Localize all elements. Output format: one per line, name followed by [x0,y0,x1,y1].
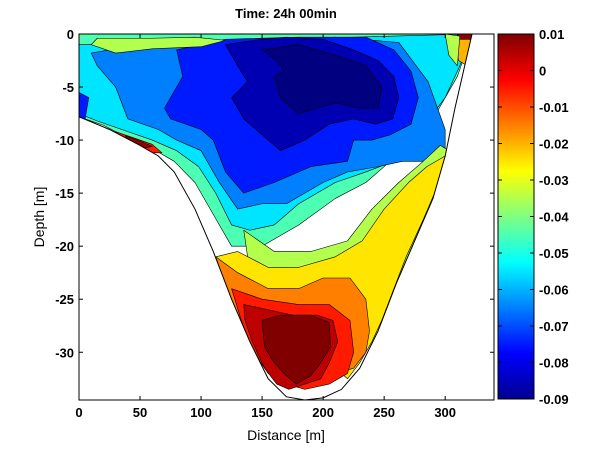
y-tick-label: -25 [55,292,74,307]
x-axis: 0 50 100 150 200 250 300 [75,34,456,420]
colorbar-tick-label: -0.03 [539,173,569,188]
colorbar-gradient [497,33,535,400]
colorbar-tick-label: -0.09 [539,392,569,407]
plot-frame [78,33,495,401]
contour-band-16-0 [90,36,226,54]
y-tick-label: -20 [55,239,74,254]
y-tick-label: 0 [67,27,74,42]
y-axis: 0 -5 -10 -15 -20 -25 -30 [55,27,494,360]
x-tick-label: 100 [190,405,212,420]
colorbar-ticks: 0.01 0 -0.01 -0.02 -0.03 -0.04 -0.05 -0.06 -0.07… [498,27,569,407]
x-tick-label: 250 [373,405,395,420]
y-tick-label: -15 [55,186,74,201]
x-axis-label: Distance [m] [247,427,325,443]
colorbar-tick-label: -0.07 [539,319,569,334]
contour-band-11-0 [261,314,331,385]
colorbar-tick-label: -0.02 [539,137,569,152]
bathymetry-line [78,33,473,401]
colorbar-tick-label: -0.01 [539,100,569,115]
colorbar-tick-label: 0 [539,64,546,79]
contour-field [79,34,473,390]
colorbar-tick-label: 0.01 [539,27,564,42]
y-tick-label: -30 [55,345,74,360]
contour-band-16-1 [444,34,461,67]
colorbar-tick-label: -0.06 [539,283,569,298]
chart-title: Time: 24h 00min [235,6,337,21]
x-tick-label: 300 [434,405,456,420]
colorbar-tick-label: -0.08 [539,356,569,371]
contour-band-5-0 [261,44,383,114]
plot-area: 0 50 100 150 200 250 300 0 -5 -10 -15 -20 -25 -30 [55,27,495,420]
y-tick-label: -10 [55,133,74,148]
colorbar: 0.01 0 -0.01 -0.02 -0.03 -0.04 -0.05 -0.06 -0.07… [497,27,569,407]
x-tick-label: 50 [133,405,147,420]
colorbar-tick-label: -0.04 [539,210,569,225]
x-tick-label: 150 [251,405,273,420]
y-axis-label: Depth [m] [31,187,47,248]
x-tick-label: 0 [75,405,82,420]
colorbar-tick-label: -0.05 [539,246,569,261]
x-tick-label: 200 [312,405,334,420]
y-tick-label: -5 [62,80,74,95]
